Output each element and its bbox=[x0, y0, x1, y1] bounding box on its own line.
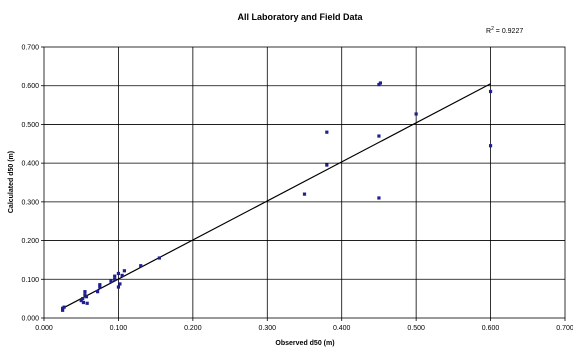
x-axis-title: Observed d50 (m) bbox=[275, 340, 334, 347]
data-point bbox=[113, 274, 117, 278]
data-points bbox=[61, 81, 493, 312]
y-tick-label: 0.600 bbox=[21, 83, 39, 90]
x-tick-label: 0.300 bbox=[259, 325, 277, 332]
data-point bbox=[378, 81, 383, 85]
y-tick-label: 0.100 bbox=[21, 277, 39, 284]
y-axis-title: Calculated d50 (m) bbox=[8, 151, 15, 213]
data-point bbox=[81, 297, 85, 301]
data-point bbox=[325, 163, 329, 167]
data-point bbox=[118, 282, 122, 286]
data-point bbox=[83, 290, 87, 294]
x-tick-label: 0.500 bbox=[407, 325, 425, 332]
data-point bbox=[81, 300, 86, 305]
data-point bbox=[84, 295, 89, 299]
data-point bbox=[488, 144, 493, 148]
data-point bbox=[113, 277, 117, 281]
data-point bbox=[116, 271, 121, 276]
r-squared-label: R2 = 0.9227 bbox=[486, 26, 523, 35]
y-tick-label: 0.400 bbox=[21, 161, 39, 168]
data-point bbox=[116, 285, 121, 289]
data-point bbox=[139, 264, 143, 268]
chart-title: All Laboratory and Field Data bbox=[237, 12, 363, 22]
data-point bbox=[122, 269, 126, 273]
data-point bbox=[109, 279, 113, 283]
r-squared-prefix: R bbox=[486, 28, 491, 35]
data-point bbox=[61, 308, 65, 312]
y-tick-label: 0.200 bbox=[21, 238, 39, 245]
r-squared-value: = 0.9227 bbox=[494, 28, 523, 35]
axis-ticks bbox=[41, 46, 566, 321]
data-point bbox=[85, 301, 89, 305]
x-tick-label: 0.100 bbox=[110, 325, 128, 332]
plot-area-frame bbox=[43, 46, 566, 319]
data-point bbox=[488, 89, 493, 94]
data-point bbox=[302, 192, 307, 196]
data-point bbox=[62, 305, 66, 309]
y-tick-label: 0.500 bbox=[21, 122, 39, 129]
y-axis-tick-labels: 0.000 0.100 0.200 0.300 0.400 0.500 0.600 0.700 bbox=[21, 45, 39, 323]
x-tick-label: 0.400 bbox=[333, 325, 351, 332]
data-point bbox=[120, 273, 124, 278]
x-tick-label: 0.000 bbox=[35, 325, 53, 332]
y-tick-label: 0.700 bbox=[21, 45, 39, 52]
data-point bbox=[79, 298, 83, 303]
data-point bbox=[98, 283, 102, 287]
x-tick-label: 0.200 bbox=[184, 325, 202, 332]
y-tick-label: 0.300 bbox=[21, 199, 39, 206]
x-tick-label: 0.700 bbox=[556, 325, 573, 332]
gridlines bbox=[44, 47, 565, 318]
data-point bbox=[83, 293, 87, 297]
x-tick-label: 0.600 bbox=[482, 325, 500, 332]
data-point bbox=[95, 290, 100, 294]
data-point bbox=[157, 256, 161, 260]
x-axis-tick-labels: 0.000 0.100 0.200 0.300 0.400 0.500 0.600 0.700 bbox=[35, 325, 573, 332]
data-point bbox=[98, 285, 102, 289]
data-point bbox=[414, 112, 418, 116]
data-point bbox=[325, 130, 329, 134]
linear-trendline bbox=[62, 83, 491, 309]
data-point bbox=[377, 134, 381, 138]
data-point bbox=[377, 196, 381, 200]
r-squared-superscript: 2 bbox=[491, 26, 494, 32]
y-tick-label: 0.000 bbox=[21, 316, 39, 323]
